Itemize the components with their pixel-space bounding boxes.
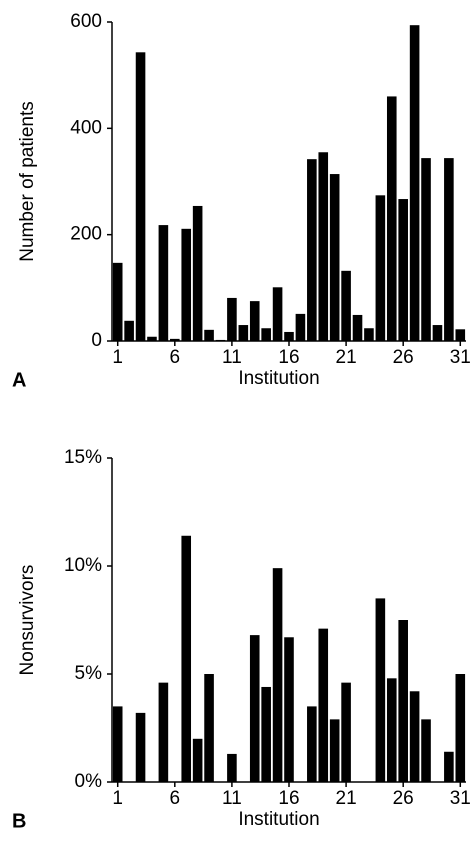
bar: [238, 325, 249, 341]
bar: [147, 336, 157, 341]
bar: [386, 678, 397, 782]
y-axis-label: Number of patients: [17, 101, 38, 262]
bar: [432, 325, 443, 341]
bar: [398, 199, 408, 341]
y-axis-label: Nonsurvivors: [17, 565, 38, 676]
bar: [261, 328, 271, 341]
x-tick-label: 26: [393, 347, 414, 368]
x-tick-label: 11: [222, 788, 242, 809]
y-tick-label: 0%: [75, 771, 103, 792]
bar: [341, 682, 351, 782]
bar: [181, 228, 192, 341]
y-tick-label: 600: [70, 11, 102, 32]
bar: [249, 301, 260, 341]
bar: [329, 719, 340, 782]
bar: [329, 174, 340, 341]
x-tick-label: 6: [170, 347, 181, 368]
bar: [421, 158, 431, 341]
x-tick-label: 16: [278, 788, 299, 809]
bar: [272, 568, 283, 782]
bar: [135, 712, 146, 782]
bar: [181, 535, 192, 782]
bar: [204, 329, 214, 341]
bar: [112, 706, 123, 782]
x-tick-label: 31: [450, 347, 471, 368]
bar: [318, 152, 329, 341]
bar: [158, 682, 169, 782]
x-tick-label: 11: [222, 347, 242, 368]
bar: [112, 262, 123, 341]
bar: [455, 674, 466, 782]
bar: [204, 674, 214, 782]
bar: [170, 338, 180, 341]
x-tick-label: 6: [170, 788, 181, 809]
bar: [272, 287, 283, 341]
panel-label: B: [12, 810, 26, 832]
x-tick-label: 1: [112, 347, 123, 368]
bar: [261, 686, 271, 782]
bar: [421, 719, 431, 782]
bar: [192, 205, 203, 341]
bar: [364, 328, 374, 341]
y-tick-label: 5%: [75, 663, 103, 684]
x-tick-label: 31: [450, 788, 471, 809]
bar: [352, 314, 363, 341]
bar: [124, 320, 134, 341]
bar: [249, 635, 260, 782]
x-axis-label: Institution: [238, 368, 319, 389]
x-tick-label: 1: [112, 788, 123, 809]
x-axis-label: Institution: [238, 809, 319, 830]
bar: [227, 297, 237, 341]
x-tick-label: 16: [278, 347, 299, 368]
bar: [455, 329, 466, 341]
bar: [341, 270, 351, 341]
bar: [375, 598, 386, 782]
y-tick-label: 200: [70, 224, 102, 245]
bar: [375, 195, 386, 341]
bar: [318, 628, 329, 782]
bar: [409, 25, 420, 341]
bar: [284, 331, 294, 341]
bar: [227, 753, 237, 782]
bar: [444, 158, 454, 341]
bar: [158, 225, 169, 341]
y-tick-label: 10%: [64, 555, 102, 576]
bar: [192, 738, 203, 782]
x-tick-label: 21: [336, 347, 357, 368]
x-tick-label: 21: [336, 788, 357, 809]
y-tick-label: 0: [91, 330, 102, 351]
panel-label: A: [12, 369, 26, 391]
bar: [307, 159, 317, 341]
bar: [409, 691, 420, 782]
bar: [307, 706, 317, 782]
bar: [284, 637, 294, 782]
bar: [398, 620, 408, 782]
y-tick-label: 400: [70, 117, 102, 138]
x-tick-label: 26: [393, 788, 414, 809]
bar: [295, 313, 306, 341]
bar: [135, 52, 146, 342]
bar: [386, 96, 397, 341]
y-tick-label: 15%: [64, 447, 102, 468]
bar: [444, 751, 454, 782]
